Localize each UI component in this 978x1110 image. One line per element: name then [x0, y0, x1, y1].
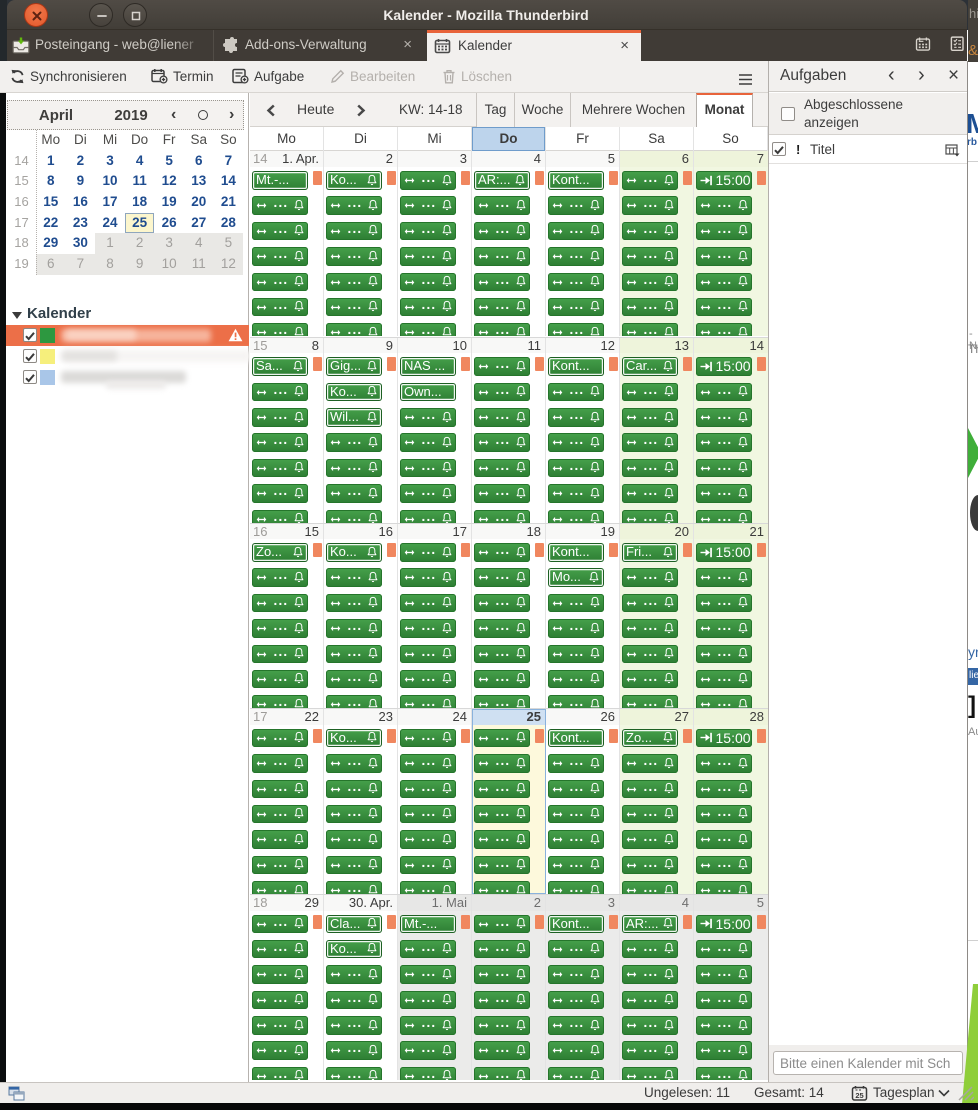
svg-text:25: 25	[855, 1091, 863, 1100]
